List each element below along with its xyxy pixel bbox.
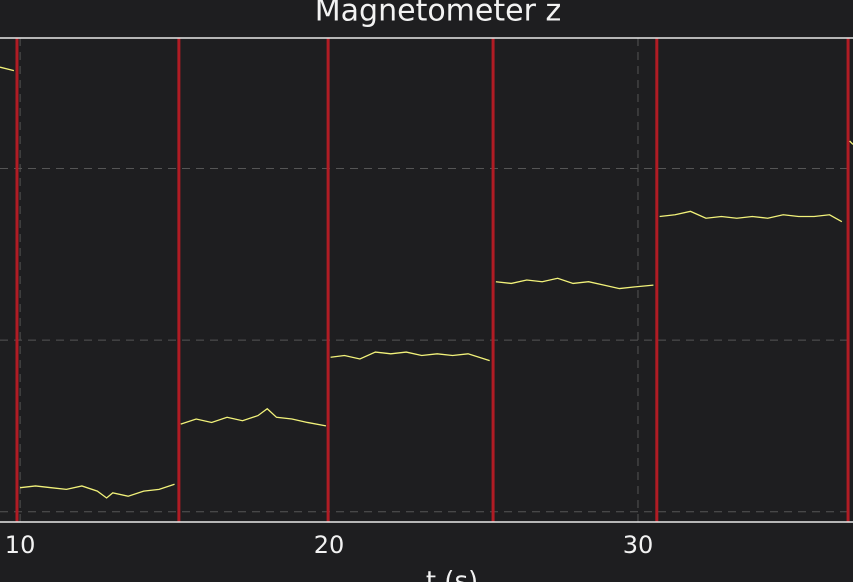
x-tick-label: 10 [5, 531, 36, 559]
x-axis-label: t (s) [426, 567, 478, 582]
x-tick-label: 20 [314, 531, 345, 559]
x-tick-label: 30 [623, 531, 654, 559]
chart-title: Magnetometer z [315, 0, 561, 29]
data-line [0, 66, 853, 499]
